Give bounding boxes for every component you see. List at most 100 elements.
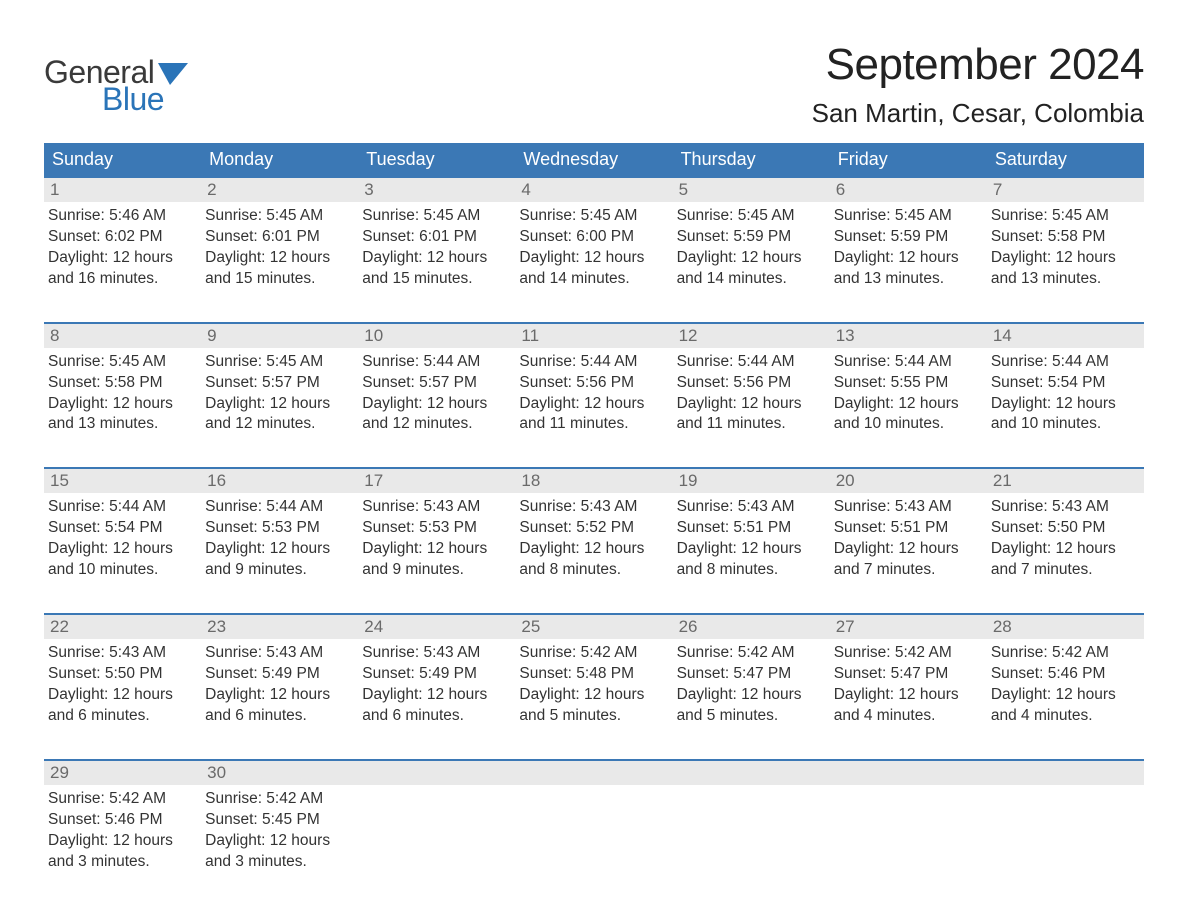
empty-day: . [515,761,672,877]
day-cell: 26Sunrise: 5:42 AMSunset: 5:47 PMDayligh… [673,615,830,731]
day-number: 4 [515,178,672,202]
sunrise-line: Sunrise: 5:45 AM [205,352,354,373]
daylight-line2: and 6 minutes. [362,706,511,727]
daylight-line: Daylight: 12 hours [677,248,826,269]
day-number: 18 [515,469,672,493]
sunrise-line: Sunrise: 5:42 AM [205,789,354,810]
daylight-line: Daylight: 12 hours [362,248,511,269]
sunset-line: Sunset: 5:56 PM [677,373,826,394]
sunrise-line: Sunrise: 5:45 AM [677,206,826,227]
daylight-line2: and 15 minutes. [362,269,511,290]
daylight-line: Daylight: 12 hours [834,248,983,269]
day-number: 14 [987,324,1144,348]
day-number: 20 [830,469,987,493]
daylight-line2: and 8 minutes. [519,560,668,581]
sunrise-line: Sunrise: 5:44 AM [48,497,197,518]
day-number: 3 [358,178,515,202]
day-of-week-header: SundayMondayTuesdayWednesdayThursdayFrid… [44,143,1144,176]
day-number: . [673,761,830,785]
empty-day: . [673,761,830,877]
sunrise-line: Sunrise: 5:44 AM [834,352,983,373]
day-cell: 19Sunrise: 5:43 AMSunset: 5:51 PMDayligh… [673,469,830,585]
day-number: 17 [358,469,515,493]
daylight-line: Daylight: 12 hours [991,394,1140,415]
daylight-line2: and 3 minutes. [48,852,197,873]
sunset-line: Sunset: 6:00 PM [519,227,668,248]
daylight-line2: and 16 minutes. [48,269,197,290]
dow-cell: Wednesday [515,143,672,176]
brand-logo: General Blue [44,54,188,118]
daylight-line2: and 10 minutes. [834,414,983,435]
day-number: 9 [201,324,358,348]
daylight-line2: and 14 minutes. [677,269,826,290]
day-number: 21 [987,469,1144,493]
sunrise-line: Sunrise: 5:42 AM [991,643,1140,664]
daylight-line: Daylight: 12 hours [205,831,354,852]
day-number: 26 [673,615,830,639]
sunset-line: Sunset: 5:58 PM [48,373,197,394]
day-number: 11 [515,324,672,348]
sunrise-line: Sunrise: 5:43 AM [48,643,197,664]
day-number: 25 [515,615,672,639]
daylight-line2: and 5 minutes. [519,706,668,727]
sunrise-line: Sunrise: 5:43 AM [362,497,511,518]
sunset-line: Sunset: 5:48 PM [519,664,668,685]
day-number: 28 [987,615,1144,639]
day-cell: 15Sunrise: 5:44 AMSunset: 5:54 PMDayligh… [44,469,201,585]
sunset-line: Sunset: 5:47 PM [677,664,826,685]
day-cell: 16Sunrise: 5:44 AMSunset: 5:53 PMDayligh… [201,469,358,585]
sunset-line: Sunset: 5:56 PM [519,373,668,394]
sunset-line: Sunset: 6:01 PM [205,227,354,248]
day-cell: 18Sunrise: 5:43 AMSunset: 5:52 PMDayligh… [515,469,672,585]
daylight-line: Daylight: 12 hours [991,539,1140,560]
sunrise-line: Sunrise: 5:42 AM [48,789,197,810]
daylight-line: Daylight: 12 hours [362,685,511,706]
sunrise-line: Sunrise: 5:45 AM [991,206,1140,227]
dow-cell: Tuesday [358,143,515,176]
daylight-line2: and 4 minutes. [834,706,983,727]
day-cell: 22Sunrise: 5:43 AMSunset: 5:50 PMDayligh… [44,615,201,731]
day-number: 13 [830,324,987,348]
day-number: . [987,761,1144,785]
daylight-line: Daylight: 12 hours [519,539,668,560]
sunset-line: Sunset: 5:57 PM [205,373,354,394]
daylight-line2: and 11 minutes. [519,414,668,435]
day-number: 22 [44,615,201,639]
day-cell: 30 Sunrise: 5:42 AMSunset: 5:45 PMDayligh… [201,761,358,877]
week-row: 8Sunrise: 5:45 AMSunset: 5:58 PMDaylight… [44,322,1144,440]
week-row: 29Sunrise: 5:42 AMSunset: 5:46 PMDayligh… [44,759,1144,877]
daylight-line: Daylight: 12 hours [677,394,826,415]
day-number: 29 [44,761,201,785]
sunrise-line: Sunrise: 5:44 AM [991,352,1140,373]
sunrise-line: Sunrise: 5:43 AM [519,497,668,518]
sunrise-line: Sunrise: 5:45 AM [48,352,197,373]
day-number: . [830,761,987,785]
daylight-line: Daylight: 12 hours [991,248,1140,269]
daylight-line: Daylight: 12 hours [48,685,197,706]
daylight-line2: and 12 minutes. [362,414,511,435]
daylight-line: Daylight: 12 hours [362,394,511,415]
daylight-line: Daylight: 12 hours [48,394,197,415]
daylight-line2: and 6 minutes. [48,706,197,727]
sunset-line: Sunset: 5:53 PM [205,518,354,539]
day-number: 10 [358,324,515,348]
sunset-line: Sunset: 5:47 PM [834,664,983,685]
sunrise-line: Sunrise: 5:45 AM [205,206,354,227]
page-title: September 2024 [812,40,1144,90]
daylight-line2: and 13 minutes. [834,269,983,290]
daylight-line2: and 13 minutes. [48,414,197,435]
daylight-line2: and 8 minutes. [677,560,826,581]
day-cell: 24Sunrise: 5:43 AMSunset: 5:49 PMDayligh… [358,615,515,731]
sunrise-line: Sunrise: 5:45 AM [362,206,511,227]
daylight-line2: and 9 minutes. [362,560,511,581]
sunset-line: Sunset: 5:45 PM [205,810,354,831]
sunset-line: Sunset: 5:46 PM [991,664,1140,685]
day-number: 15 [44,469,201,493]
sunset-line: Sunset: 5:59 PM [834,227,983,248]
day-cell: 13Sunrise: 5:44 AMSunset: 5:55 PMDayligh… [830,324,987,440]
sunset-line: Sunset: 5:50 PM [991,518,1140,539]
sunset-line: Sunset: 5:51 PM [677,518,826,539]
daylight-line: Daylight: 12 hours [205,248,354,269]
daylight-line2: and 7 minutes. [834,560,983,581]
day-number: 30 [201,761,358,785]
